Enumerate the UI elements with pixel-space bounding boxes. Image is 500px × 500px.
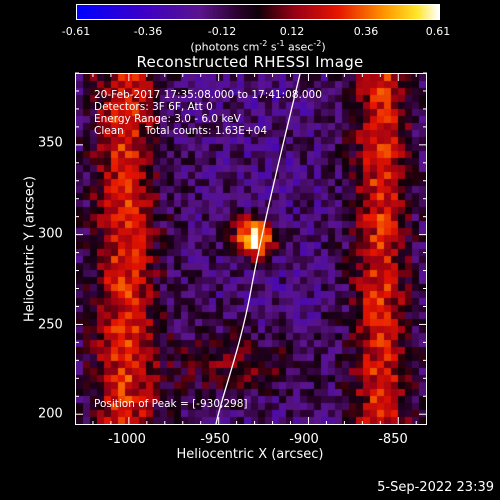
plot-title: Reconstructed RHESSI Image bbox=[136, 53, 364, 71]
colorbar-tick-label: 0.36 bbox=[353, 25, 379, 38]
colorbar-tick-label: -0.36 bbox=[133, 25, 163, 38]
method-label: Clean bbox=[94, 125, 124, 137]
colorbar bbox=[76, 4, 440, 20]
x-tick-label: -1000 bbox=[108, 432, 146, 447]
image-plot-area bbox=[75, 73, 427, 425]
colorbar-tick-label: -0.12 bbox=[207, 25, 237, 38]
detectors-label: Detectors: 3F 6F, Att 0 bbox=[94, 101, 213, 113]
rhessi-image bbox=[76, 74, 426, 424]
colorbar-tick-label: -0.61 bbox=[61, 25, 91, 38]
x-tick-label: -900 bbox=[289, 432, 319, 447]
energy-range-label: Energy Range: 3.0 - 6.0 keV bbox=[94, 113, 241, 125]
total-counts-label: Total counts: 1.63E+04 bbox=[145, 125, 268, 137]
x-tick-label: -850 bbox=[378, 432, 408, 447]
colorbar-units: (photons cm-2 s-1 asec-2) bbox=[190, 39, 326, 54]
x-axis-label: Heliocentric X (arcsec) bbox=[176, 447, 324, 462]
y-tick-label: 200 bbox=[38, 406, 63, 422]
peak-position-label: Position of Peak = [-930,298] bbox=[94, 398, 248, 410]
y-tick-label: 350 bbox=[38, 135, 63, 151]
solar-limb-arc bbox=[215, 73, 301, 425]
y-tick-label: 300 bbox=[38, 226, 63, 242]
y-tick-label: 250 bbox=[38, 317, 63, 333]
timestamp: 5-Sep-2022 23:39 bbox=[377, 480, 494, 495]
y-axis-label: Heliocentric Y (arcsec) bbox=[22, 176, 38, 322]
colorbar-tick-label: 0.12 bbox=[279, 25, 305, 38]
x-tick-label: -950 bbox=[200, 432, 230, 447]
time-range-label: 20-Feb-2017 17:35:08.000 to 17:41:08.000 bbox=[94, 89, 322, 101]
colorbar-tick-label: 0.61 bbox=[425, 25, 451, 38]
